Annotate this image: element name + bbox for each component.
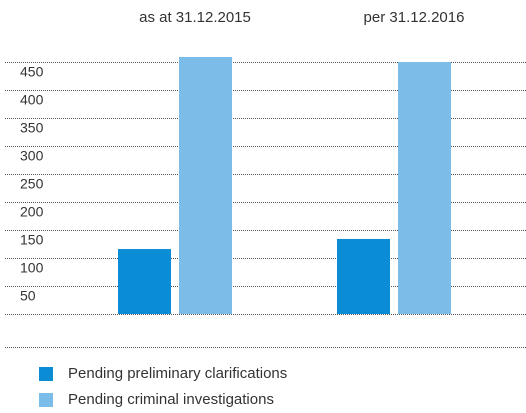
y-tick-label: 150 — [20, 232, 44, 248]
bar — [337, 238, 390, 314]
category-label: as at 31.12.2015 — [139, 9, 251, 26]
legend-swatch — [39, 393, 53, 407]
y-tick-label: 200 — [20, 204, 44, 220]
legend-swatch — [39, 367, 53, 381]
y-tick-label: 50 — [20, 288, 36, 304]
y-tick-label: 100 — [20, 260, 44, 276]
category-label: per 31.12.2016 — [364, 9, 465, 26]
legend-label: Pending criminal investigations — [68, 391, 274, 408]
legend-label: Pending preliminary clarifications — [68, 365, 287, 382]
bar — [398, 62, 451, 314]
bar — [118, 249, 171, 314]
y-tick-label: 400 — [20, 92, 44, 108]
y-tick-label: 250 — [20, 176, 44, 192]
y-tick-label: 450 — [20, 64, 44, 80]
bar — [179, 56, 232, 315]
y-tick-label: 300 — [20, 148, 44, 164]
y-tick-label: 350 — [20, 120, 44, 136]
